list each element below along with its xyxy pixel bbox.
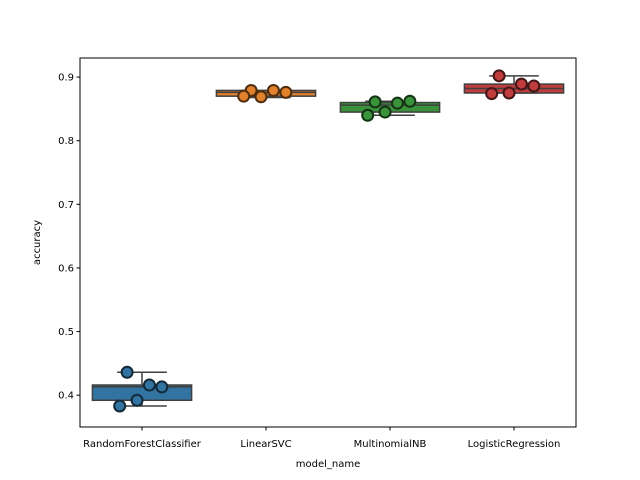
data-point bbox=[361, 108, 375, 122]
data-point bbox=[514, 77, 528, 91]
box-group bbox=[463, 69, 565, 101]
data-point bbox=[155, 380, 169, 394]
data-point bbox=[368, 95, 382, 109]
x-axis-title: model_name bbox=[296, 459, 361, 470]
data-point bbox=[279, 85, 293, 99]
data-point bbox=[113, 399, 127, 413]
y-tick-label: 0.7 bbox=[58, 200, 74, 211]
data-point bbox=[390, 96, 404, 110]
x-tick-label: MultinomialNB bbox=[354, 439, 427, 450]
plot-layer bbox=[91, 69, 565, 413]
data-point bbox=[485, 87, 499, 101]
data-point bbox=[502, 86, 516, 100]
data-point bbox=[120, 365, 134, 379]
data-point bbox=[492, 69, 506, 83]
y-axis-title: accuracy bbox=[32, 220, 43, 265]
data-point bbox=[254, 90, 268, 104]
x-tick-label: LogisticRegression bbox=[468, 439, 561, 450]
y-tick-label: 0.6 bbox=[58, 263, 74, 274]
data-point bbox=[403, 94, 417, 108]
y-tick-label: 0.9 bbox=[58, 73, 74, 84]
x-tick-label: RandomForestClassifier bbox=[83, 439, 202, 450]
box-group bbox=[91, 365, 193, 413]
axes-layer: 0.4 0.5 0.6 0.7 0.8 0.9 RandomForestClassifier… bbox=[58, 73, 560, 450]
data-point bbox=[142, 378, 156, 392]
x-tick-label: LinearSVC bbox=[240, 439, 291, 450]
y-tick-label: 0.8 bbox=[58, 136, 74, 147]
data-point bbox=[266, 83, 280, 97]
data-point bbox=[527, 79, 541, 93]
box-group bbox=[215, 83, 317, 104]
data-point bbox=[378, 105, 392, 119]
data-point bbox=[237, 89, 251, 103]
y-tick-label: 0.5 bbox=[58, 327, 74, 338]
data-point bbox=[130, 393, 144, 407]
plot-area-frame bbox=[79, 57, 577, 428]
y-tick-label: 0.4 bbox=[58, 391, 74, 402]
box-group bbox=[339, 94, 441, 122]
